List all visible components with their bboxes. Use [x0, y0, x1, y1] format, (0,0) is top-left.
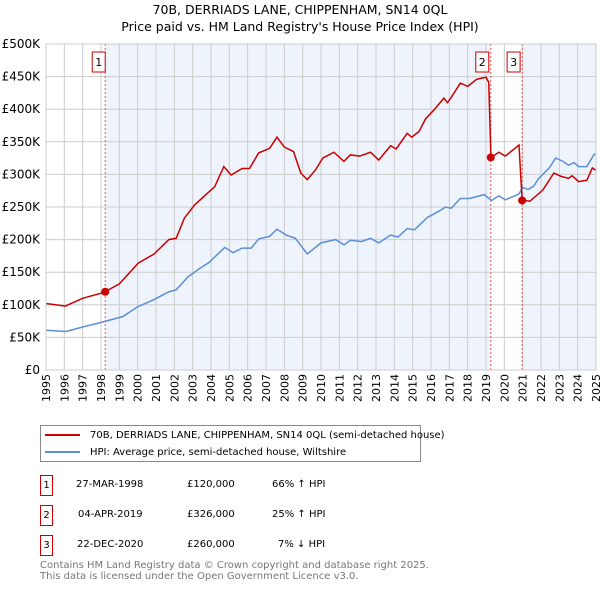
x-tick-label: 2022 [535, 374, 548, 402]
sale-point [486, 153, 495, 162]
y-tick-label: £0 [25, 363, 40, 377]
y-tick-label: £50K [9, 330, 41, 344]
x-tick-label: 1997 [77, 374, 90, 402]
legend-swatch-blue [45, 451, 80, 453]
sale-label-box [506, 51, 521, 73]
y-tick-label: £250K [2, 200, 42, 214]
x-tick-label: 2021 [517, 374, 530, 402]
sale-date: 22-DEC-2020 [77, 539, 144, 550]
sale-date: 27-MAR-1998 [76, 479, 144, 490]
sale-price: £326,000 [187, 509, 235, 520]
x-tick-label: 2009 [297, 374, 310, 402]
x-tick-label: 2008 [278, 374, 291, 402]
legend-item-property: 70B, DERRIADS LANE, CHIPPENHAM, SN14 0QL… [45, 427, 445, 443]
sale-hpi: 7% ↓ HPI [278, 539, 326, 550]
table-row: 2 04-APR-2019 £326,000 25% ↑ HPI [40, 505, 440, 526]
x-tick-label: 2017 [443, 374, 456, 402]
x-tick-label: 2010 [315, 374, 328, 402]
y-tick-label: £300K [2, 167, 42, 181]
x-tick-label: 2005 [223, 374, 236, 402]
sale-badge: 3 [40, 535, 53, 556]
x-tick-label: 2006 [242, 374, 255, 402]
legend-item-hpi: HPI: Average price, semi-detached house,… [45, 444, 346, 460]
footer-line-2: This data is licensed under the Open Gov… [40, 571, 359, 582]
y-tick-label: £500K [2, 37, 42, 51]
x-tick-label: 2007 [260, 374, 273, 402]
x-tick-label: 2014 [388, 374, 401, 402]
legend-label: 70B, DERRIADS LANE, CHIPPENHAM, SN14 0QL… [90, 429, 445, 441]
x-tick-label: 2013 [370, 374, 383, 402]
x-tick-label: 2024 [572, 374, 585, 402]
table-row: 1 27-MAR-1998 £120,000 66% ↑ HPI [40, 475, 440, 496]
x-tick-label: 2004 [205, 374, 218, 402]
legend: 70B, DERRIADS LANE, CHIPPENHAM, SN14 0QL… [40, 425, 445, 462]
y-tick-label: £400K [2, 102, 42, 116]
sale-price: £260,000 [187, 539, 235, 550]
legend-swatch-red [45, 434, 80, 436]
y-tick-label: £100K [2, 298, 42, 312]
x-tick-label: 2001 [150, 374, 163, 402]
x-tick-label: 1998 [95, 374, 108, 402]
x-tick-label: 2016 [425, 374, 438, 402]
x-tick-label: 2011 [333, 374, 346, 402]
x-tick-label: 2015 [407, 374, 420, 402]
footer: Contains HM Land Registry data © Crown c… [40, 560, 429, 582]
sale-point [101, 287, 110, 296]
sale-badge: 1 [40, 475, 53, 496]
x-tick-label: 2003 [187, 374, 200, 402]
x-tick-label: 2000 [132, 374, 145, 402]
x-tick-label: 2020 [498, 374, 511, 402]
series-line [45, 76, 597, 307]
chart-title: 70B, DERRIADS LANE, CHIPPENHAM, SN14 0QL [152, 2, 448, 17]
x-tick-label: 2012 [352, 374, 365, 402]
sale-badge: 2 [40, 505, 53, 526]
sale-date: 04-APR-2019 [78, 509, 143, 520]
sale-price: £120,000 [187, 479, 235, 490]
y-tick-label: £450K [2, 70, 42, 84]
plot-border [45, 43, 597, 371]
series-line [45, 153, 597, 333]
legend-label: HPI: Average price, semi-detached house,… [90, 446, 347, 458]
sale-hpi: 66% ↑ HPI [272, 479, 326, 490]
x-tick-label: 2019 [480, 374, 493, 402]
x-tick-label: 1995 [40, 374, 53, 402]
sale-label-box [91, 51, 106, 73]
x-tick-label: 2002 [168, 374, 181, 402]
y-tick-label: £350K [2, 135, 42, 149]
x-tick-label: 1999 [113, 374, 126, 402]
sale-hpi: 25% ↑ HPI [272, 509, 326, 520]
footer-line-1: Contains HM Land Registry data © Crown c… [40, 560, 429, 571]
x-tick-label: 2025 [590, 374, 600, 402]
sale-label: 1 [95, 56, 102, 69]
y-tick-label: £150K [2, 265, 42, 279]
x-tick-label: 2018 [462, 374, 475, 402]
plot-area: £0 £50K £100K £150K £200K £250K £300K £350K £400… [2, 37, 600, 402]
sale-label-box [475, 51, 490, 73]
x-tick-label: 1996 [58, 374, 71, 402]
chart-subtitle: Price paid vs. HM Land Registry's House … [121, 19, 479, 34]
sale-label: 2 [479, 56, 486, 69]
sale-point [518, 196, 527, 205]
sale-label: 3 [510, 56, 517, 69]
table-row: 3 22-DEC-2020 £260,000 7% ↓ HPI [40, 535, 440, 556]
y-tick-label: £200K [2, 233, 42, 247]
x-tick-label: 2023 [553, 374, 566, 402]
